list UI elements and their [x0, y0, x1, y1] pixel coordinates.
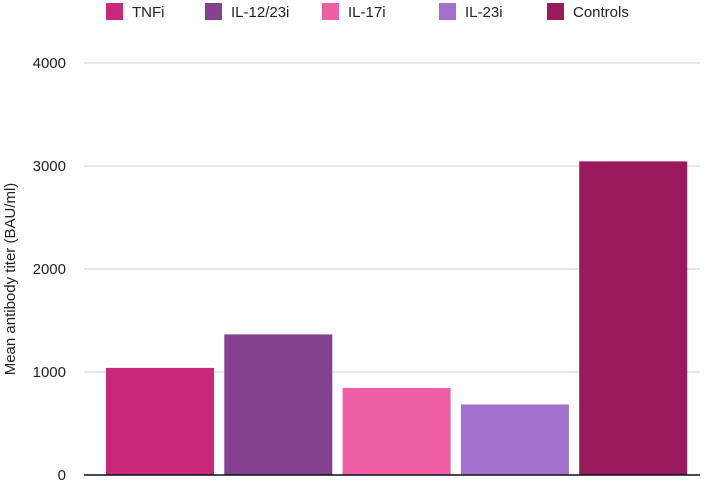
y-axis-title: Mean antibody titer (BAU/ml)	[2, 183, 19, 376]
y-tick-label-4000: 4000	[33, 55, 66, 72]
bar-il-12-23i	[224, 334, 333, 475]
legend-label-tnfi: TNFi	[132, 4, 165, 21]
legend-swatch-il-17i	[322, 3, 339, 20]
legend-label-il-23i: IL-23i	[465, 4, 503, 21]
legend-swatch-controls	[547, 3, 564, 20]
legend-label-controls: Controls	[573, 4, 629, 21]
bars	[106, 161, 688, 476]
bar-il-17i	[342, 387, 451, 475]
y-tick-label-3000: 3000	[33, 158, 66, 175]
legend-swatch-il-12-23i	[205, 3, 222, 20]
legend-label-il-12-23i: IL-12/23i	[231, 4, 289, 21]
y-axis-ticks: 0 1000 2000 3000 4000	[33, 55, 66, 484]
legend-swatch-tnfi	[106, 3, 123, 20]
y-tick-label-0: 0	[58, 467, 66, 484]
y-tick-label-2000: 2000	[33, 261, 66, 278]
bar-controls	[579, 161, 688, 476]
y-tick-label-1000: 1000	[33, 364, 66, 381]
bar-il-23i	[460, 404, 569, 475]
bar-tnfi	[106, 367, 214, 475]
legend-swatch-il-23i	[439, 3, 456, 20]
legend: TNFi IL-12/23i IL-17i IL-23i Controls	[106, 3, 629, 21]
legend-label-il-17i: IL-17i	[348, 4, 386, 21]
